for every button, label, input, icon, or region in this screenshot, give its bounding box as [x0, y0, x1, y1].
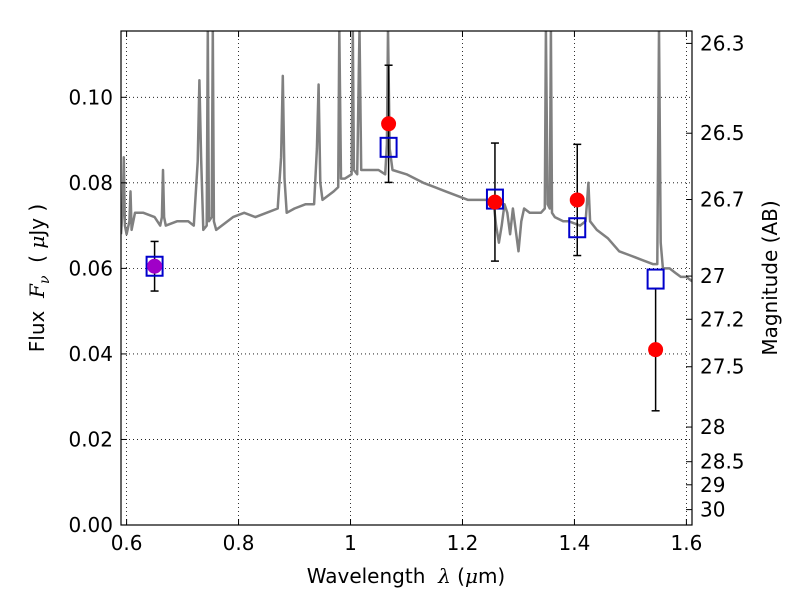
magnitude-tick-label: 27.2: [700, 307, 745, 331]
y-axis-label-subscript: ν: [37, 275, 53, 284]
x-axis-label-symbol: λ: [437, 564, 451, 588]
observed-photometry-point: [487, 194, 503, 210]
observed-photometry-point: [147, 258, 163, 274]
y-axis-label-symbol: F: [25, 283, 49, 299]
x-tick-label: 1: [344, 531, 357, 555]
y-axis-label-unit: Jy ): [25, 204, 49, 238]
magnitude-tick-label: 30: [700, 498, 725, 522]
model-photometry-point: [568, 217, 587, 239]
plot-area: [121, 31, 692, 412]
y-tick-label: 0.08: [68, 171, 113, 195]
plot-frame: [120, 30, 693, 526]
model-photometry-point: [145, 255, 164, 277]
model-photometry-point: [646, 268, 665, 290]
x-tick-label: 0.8: [223, 531, 255, 555]
x-axis-label: Wavelength λ (μm): [307, 564, 506, 588]
x-tick-label: 0.6: [111, 531, 143, 555]
observed-photometry-point: [569, 192, 585, 208]
magnitude-tick-label: 28.5: [700, 450, 745, 474]
y-axis-ticks: 0.00 0.02 0.04 0.06 0.08 0.10: [68, 85, 127, 537]
model-spectrum-line: [121, 31, 692, 283]
x-axis-label-prefix: Wavelength: [307, 564, 438, 588]
x-axis-ticks: 0.6 0.8 1 1.2 1.4 1.6: [111, 31, 702, 555]
x-axis-label-unit: m): [478, 564, 505, 588]
x-tick-label: 1.2: [447, 531, 479, 555]
x-axis-label-unit-symbol: μ: [465, 564, 478, 588]
y-tick-label: 0.02: [68, 427, 113, 451]
y-tick-label: 0.10: [68, 85, 113, 109]
magnitude-tick-label: 26.3: [700, 31, 745, 55]
y-tick-label: 0.04: [68, 342, 113, 366]
magnitude-tick-label: 27: [700, 264, 725, 288]
y-tick-label: 0.00: [68, 513, 113, 537]
x-tick-label: 1.4: [559, 531, 591, 555]
model-photometry-point: [379, 136, 398, 158]
y-axis-label-suffix: (: [25, 249, 49, 276]
magnitude-tick-label: 29: [700, 473, 725, 497]
x-tick-label: 1.6: [670, 531, 702, 555]
y-tick-label: 0.06: [68, 256, 113, 280]
y-axis-label: Flux Fν ( μJy ): [25, 204, 53, 352]
y-axis-label-unit-symbol: μ: [25, 236, 49, 249]
x-axis-label-suffix: (: [451, 564, 465, 588]
magnitude-tick-label: 28: [700, 415, 725, 439]
observed-photometry-point: [381, 116, 397, 132]
observed-photometry-point: [648, 342, 664, 358]
y-axis-label-prefix: Flux: [25, 298, 49, 352]
magnitude-tick-label: 26.5: [700, 121, 745, 145]
magnitude-tick-label: 27.5: [700, 355, 745, 379]
magnitude-axis-label: Magnitude (AB): [758, 200, 782, 355]
magnitude-tick-label: 26.7: [700, 188, 745, 212]
